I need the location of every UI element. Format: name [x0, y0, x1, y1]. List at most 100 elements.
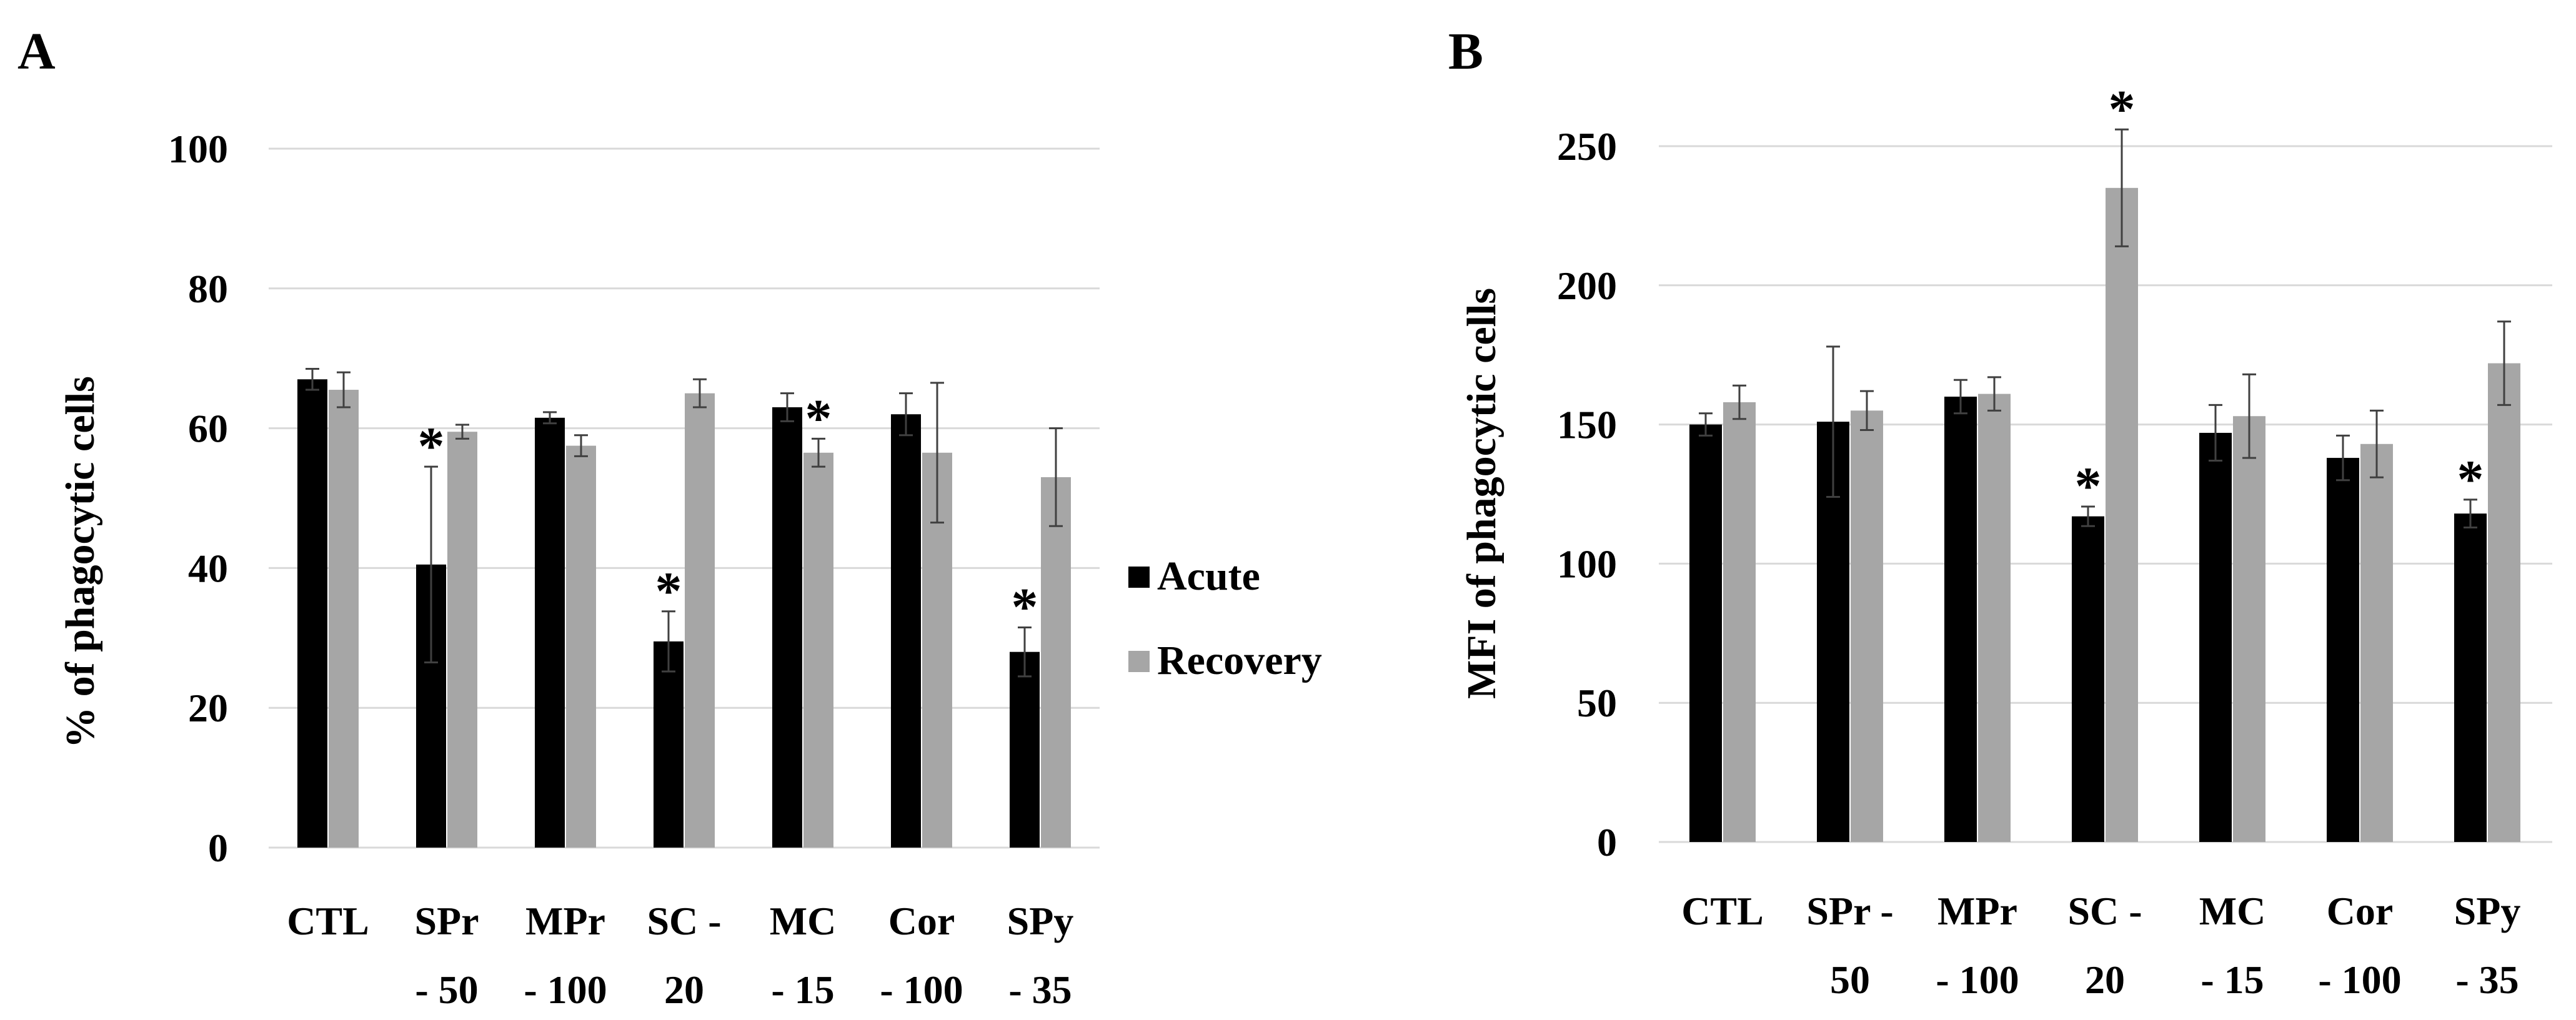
- panel-b-bar-acute: [1944, 397, 1977, 842]
- panel-a-error-bar-acute: [662, 610, 675, 673]
- panel-b-y-tick-label: 200: [1557, 264, 1617, 308]
- panel-b-bar-recovery: [2488, 363, 2520, 842]
- panel-a-bar-acute: [1010, 651, 1040, 848]
- panel-b-category-label: Cor: [2327, 889, 2394, 933]
- panel-b-bar-recovery: [2360, 443, 2393, 842]
- panel-a-y-tick-label: 0: [208, 826, 228, 870]
- panel-a-y-axis-title: % of phagocytic cells: [57, 376, 103, 748]
- panel-a-significance-star: *: [805, 388, 832, 448]
- panel-b-y-tick-label: 250: [1557, 124, 1617, 169]
- panel-a-category-label: - 15: [771, 968, 834, 1012]
- panel-a-category-label: - 50: [415, 968, 478, 1012]
- panel-b-bar-recovery: [1851, 410, 1883, 842]
- panel-a-error-bar-recovery: [812, 437, 825, 468]
- panel-a-error-bar-recovery: [1049, 427, 1063, 527]
- panel-a-error-bar-acute: [424, 465, 438, 663]
- panel-b-error-bar-acute: [2081, 505, 2095, 527]
- panel-a-label: A: [17, 22, 56, 81]
- panel-a-category-label: - 100: [524, 968, 607, 1012]
- panel-b: B MFI of phagocytic cells * * * 0 50 100 150 2…: [1448, 22, 2552, 1002]
- panel-a-error-bar-recovery: [337, 371, 351, 408]
- panel-a-category-label: MC: [770, 899, 837, 943]
- panel-b-label: B: [1448, 22, 1483, 81]
- panel-a-error-bar-recovery: [930, 382, 944, 524]
- panel-b-error-bar-acute: [2209, 404, 2222, 462]
- panel-b-category-label: - 100: [1936, 958, 2019, 1002]
- panel-a-category-label: 20: [664, 968, 704, 1012]
- panel-a-bar-recovery: [685, 393, 715, 848]
- panel-a-category-label: Cor: [888, 899, 955, 943]
- panel-a-error-bar-recovery: [455, 423, 469, 440]
- panel-a-significance-star: *: [1012, 577, 1038, 637]
- panel-a-error-bar-acute: [899, 392, 913, 437]
- panel-a-error-bar-acute: [543, 411, 557, 425]
- panel-b-bar-recovery: [2233, 416, 2265, 842]
- panel-b-error-bar-recovery: [2242, 373, 2256, 459]
- panel-a-error-bar-recovery: [693, 378, 707, 408]
- panel-b-category-label: SPr -: [1806, 889, 1893, 933]
- legend-label-recovery: Recovery: [1157, 638, 1322, 683]
- panel-b-error-bar-acute: [2336, 434, 2350, 482]
- panel-b-category-label: - 100: [2318, 958, 2401, 1002]
- panel-a-category-label: CTL: [287, 899, 369, 943]
- panel-a-bar-recovery: [803, 452, 833, 848]
- panel-b-y-tick-label: 150: [1557, 403, 1617, 447]
- panel-a-y-tick-label: 100: [168, 127, 228, 171]
- panel-a-y-tick-label: 80: [188, 267, 228, 311]
- panel-b-significance-star: *: [2109, 79, 2136, 139]
- panel-a-bar-recovery: [329, 390, 359, 848]
- panel-a-category-label: SPy: [1007, 899, 1074, 943]
- panel-b-y-tick-label: 0: [1597, 820, 1617, 864]
- panel-b-bar-acute: [1689, 424, 1722, 842]
- panel-a-bar-recovery: [1041, 477, 1071, 848]
- panel-a-error-bar-acute: [780, 392, 794, 422]
- panel-a-bar-acute: [772, 407, 802, 848]
- panel-a-y-tick-label: 20: [188, 686, 228, 730]
- panel-b-bar-recovery: [1723, 402, 1756, 842]
- panel-b-category-label: CTL: [1681, 889, 1764, 933]
- panel-a-bar-acute: [535, 417, 565, 848]
- panel-a-error-bar-acute: [306, 367, 319, 391]
- panel-b-category-label: - 15: [2201, 958, 2264, 1002]
- panel-b-bar-acute: [2454, 513, 2487, 842]
- panel-a: A % of phagocytic cells * * * * 0 20 40 60 80 10…: [17, 22, 1100, 1012]
- legend-swatch-recovery: [1128, 651, 1150, 672]
- panel-b-error-bar-recovery: [1987, 376, 2001, 412]
- panel-a-y-tick-label: 60: [188, 407, 228, 451]
- panel-b-category-label: SC -: [2067, 889, 2142, 933]
- panel-b-error-bar-recovery: [2370, 409, 2384, 478]
- panel-a-category-label: MPr: [525, 899, 605, 943]
- panel-b-y-tick-label: 100: [1557, 542, 1617, 586]
- panel-a-error-bar-acute: [1018, 626, 1032, 678]
- legend-swatch-acute: [1128, 567, 1150, 588]
- panel-b-y-tick-label: 50: [1577, 681, 1617, 725]
- panel-a-category-label: - 100: [880, 968, 963, 1012]
- panel-a-significance-star: *: [655, 561, 682, 621]
- panel-b-error-bar-acute: [1699, 412, 1713, 437]
- panel-a-bar-acute: [891, 414, 921, 848]
- panel-b-error-bar-recovery: [1733, 384, 1746, 420]
- panel-b-category-label: SPy: [2454, 889, 2521, 933]
- panel-a-significance-star: *: [418, 416, 445, 476]
- panel-a-bar-recovery: [566, 445, 596, 848]
- panel-b-significance-star: *: [2075, 456, 2102, 516]
- panel-b-bar-recovery: [1978, 394, 2011, 842]
- panel-b-error-bar-recovery: [2115, 128, 2129, 247]
- panel-b-bar-acute: [2199, 432, 2232, 842]
- panel-a-bar-recovery: [447, 432, 477, 848]
- panel-b-category-label: 20: [2085, 958, 2125, 1002]
- panel-b-bar-acute: [2072, 516, 2104, 842]
- panel-b-error-bar-acute: [1826, 345, 1840, 498]
- panel-a-bar-acute: [297, 379, 327, 848]
- panel-b-bar-recovery: [2106, 187, 2138, 843]
- panel-b-category-label: 50: [1830, 958, 1870, 1002]
- panel-b-significance-star: *: [2457, 449, 2484, 509]
- panel-b-category-label: MPr: [1937, 889, 2017, 933]
- legend-label-acute: Acute: [1157, 553, 1260, 599]
- panel-b-error-bar-acute: [2464, 498, 2477, 528]
- panel-b-category-label: MC: [2199, 889, 2266, 933]
- legend: Acute Recovery: [1128, 553, 1322, 683]
- panel-a-error-bar-recovery: [574, 434, 588, 457]
- panel-b-error-bar-recovery: [2497, 320, 2511, 406]
